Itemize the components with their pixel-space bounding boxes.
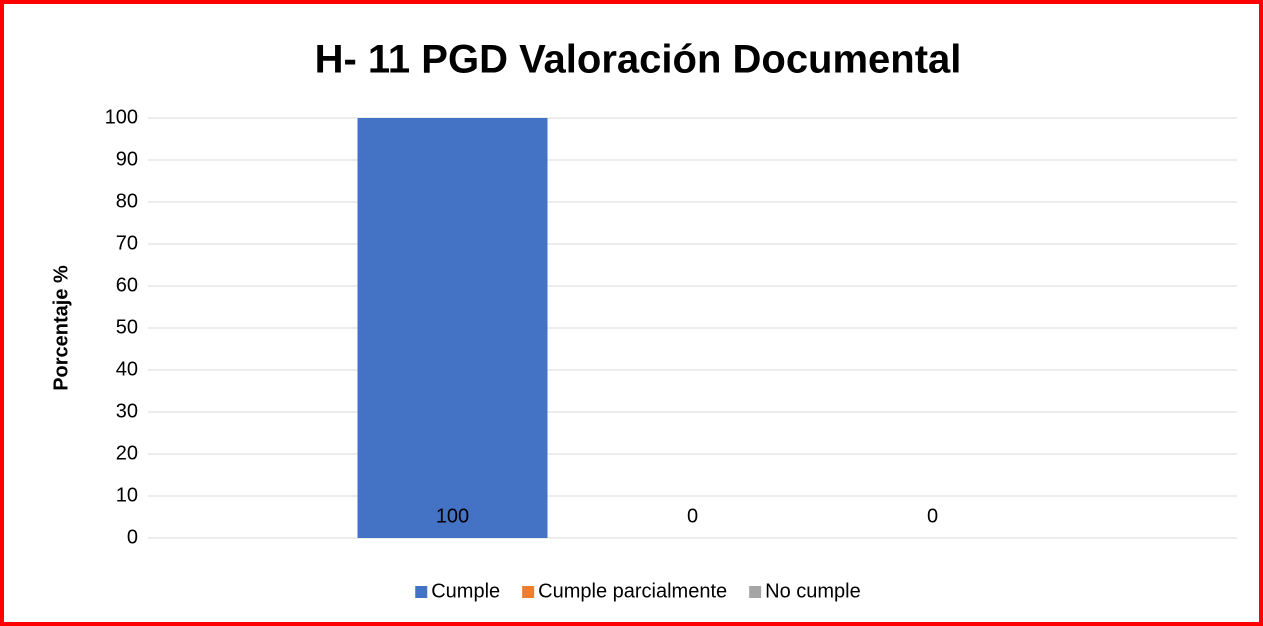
y-tick-label: 0 [127,526,138,548]
legend-label: Cumple parcialmente [538,580,727,602]
chart-title: H- 11 PGD Valoración Documental [315,38,962,82]
legend-swatch [749,586,762,598]
y-tick-label: 80 [116,190,138,212]
y-axis-label: Porcentaje % [50,265,72,391]
y-tick-label: 10 [116,484,138,506]
legend-swatch [522,586,535,598]
legend-swatch [415,586,428,598]
legend-label: No cumple [765,580,861,602]
y-tick-label: 50 [116,316,138,338]
y-tick-label: 30 [116,400,138,422]
data-label: 0 [927,505,938,527]
y-tick-label: 100 [105,106,138,128]
data-label: 0 [687,505,698,527]
y-tick-label: 20 [116,442,138,464]
bar [357,118,548,538]
y-tick-label: 60 [116,274,138,296]
y-tick-label: 70 [116,232,138,254]
y-tick-label: 40 [116,358,138,380]
legend-label: Cumple [431,580,500,602]
data-label: 100 [436,505,469,527]
y-tick-label: 90 [116,148,138,170]
